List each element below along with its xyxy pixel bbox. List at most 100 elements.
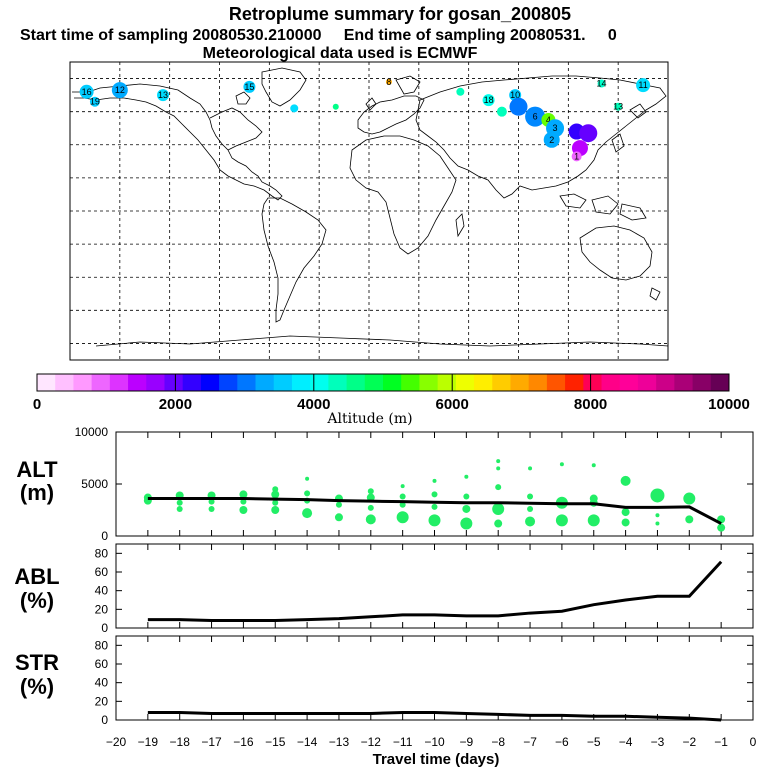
cluster-marker	[614, 102, 623, 111]
colorbar-cell	[364, 374, 384, 391]
x-tick-label: −3	[651, 735, 665, 749]
alt-mean-line	[147, 497, 722, 525]
alt-cluster-point	[239, 506, 248, 514]
x-tick-label: −2	[682, 735, 696, 749]
x-tick-label: −12	[361, 735, 382, 749]
y-tick-label: 0	[101, 621, 108, 635]
figure-title: Retroplume summary for gosan_200805	[229, 4, 571, 24]
y-tick-label: 0	[101, 713, 108, 727]
colorbar-cell	[583, 374, 603, 391]
colorbar-cell	[55, 374, 74, 391]
colorbar-frame	[36, 373, 730, 392]
cluster-number: 8	[386, 77, 391, 87]
x-tick-label: −1	[714, 735, 728, 749]
colorbar-cell	[219, 374, 238, 391]
cluster-number: 13	[613, 102, 623, 112]
colorbar-cell	[200, 374, 220, 391]
alt-cluster-point	[591, 463, 596, 468]
map-gridlines	[70, 62, 668, 360]
cluster-marker	[89, 96, 100, 107]
y-tick-label: 60	[95, 565, 109, 579]
alt-cluster-point	[655, 521, 660, 526]
colorbar-tick-label: 2000	[159, 396, 192, 413]
alt-panel: 0 5000 10000	[75, 425, 754, 543]
alt-cluster-point	[620, 475, 631, 486]
colorbar-cell	[164, 374, 184, 391]
colorbar-cell	[273, 374, 293, 391]
cluster-number: 16	[82, 87, 92, 97]
y-tick-label: 40	[95, 676, 109, 690]
cluster-marker	[111, 82, 128, 99]
x-tick-label: −18	[170, 735, 191, 749]
cluster-number: 15	[244, 82, 254, 92]
alt-cluster-point	[496, 459, 501, 464]
colorbar-cell	[656, 374, 675, 391]
alt-cluster-point	[528, 466, 533, 471]
colorbar-ticks: 0 2000 4000 6000 8000 10000	[33, 374, 750, 413]
alt-cluster-point	[302, 508, 313, 519]
colorbar-cell	[37, 374, 56, 391]
colorbar-cell	[601, 374, 621, 391]
x-tick-label: −8	[491, 735, 505, 749]
cluster-number: 4	[546, 115, 551, 125]
alt-cluster-point	[650, 488, 665, 503]
abl-series-line	[147, 560, 723, 623]
alt-cluster-point	[431, 491, 438, 498]
x-tick-label: −11	[393, 735, 413, 749]
cluster-marker	[525, 106, 546, 127]
cluster-number: 19	[90, 97, 100, 107]
colorbar-cell	[73, 374, 93, 391]
alt-cluster-point	[239, 490, 248, 499]
abl-panel: 0 20 40 60 80	[95, 543, 754, 635]
alt-cluster-point	[621, 518, 630, 527]
cluster-marker	[290, 104, 299, 113]
colorbar-cell	[455, 374, 475, 391]
y-tick-label: 5000	[81, 477, 108, 491]
cluster-marker	[496, 106, 507, 117]
colorbar-cell	[510, 374, 530, 391]
alt-cluster-point	[559, 462, 564, 467]
alt-cluster-point	[176, 499, 183, 506]
colorbar-cell	[91, 374, 111, 391]
cluster-marker	[79, 84, 94, 99]
x-tick-label: −9	[460, 735, 474, 749]
alt-cluster-point	[432, 478, 437, 483]
abl-label: ABL	[14, 564, 59, 589]
alt-cluster-point	[335, 501, 342, 508]
colorbar-cell	[328, 374, 348, 391]
alt-unit: (m)	[20, 480, 54, 505]
y-tick-label: 20	[95, 694, 109, 708]
alt-cluster-point	[272, 499, 279, 506]
alt-cluster-point	[334, 513, 343, 522]
alt-cluster-point	[366, 493, 375, 502]
colorbar-cell	[383, 374, 402, 391]
alt-cluster-point	[305, 476, 310, 481]
alt-cluster-point	[621, 508, 630, 517]
alt-cluster-point	[685, 515, 694, 524]
cluster-marker	[543, 131, 560, 148]
colorbar-cell	[401, 374, 420, 391]
cluster-number: 10	[510, 90, 520, 100]
colorbar-tick-label: 4000	[297, 396, 330, 413]
alt-cluster-point	[271, 490, 280, 499]
cluster-number: 6	[533, 112, 538, 122]
alt-cluster-point	[462, 504, 471, 513]
alt-cluster-point	[304, 490, 311, 497]
x-tick-label: −19	[138, 735, 159, 749]
colorbar-cell	[492, 374, 511, 391]
cluster-marker	[243, 80, 256, 93]
cluster-number: 12	[115, 85, 125, 95]
x-tick-label: −5	[587, 735, 601, 749]
colorbar-cell	[255, 374, 275, 391]
cluster-marker	[332, 103, 339, 110]
alt-cluster-point	[717, 523, 726, 532]
alt-cluster-point	[428, 514, 441, 527]
x-tick-label: −13	[329, 735, 350, 749]
alt-cluster-point	[496, 466, 501, 471]
alt-cluster-point	[400, 484, 405, 489]
colorbar-label: Altitude (m)	[326, 411, 412, 427]
cluster-number: 18	[484, 95, 494, 105]
alt-cluster-point	[527, 505, 534, 512]
